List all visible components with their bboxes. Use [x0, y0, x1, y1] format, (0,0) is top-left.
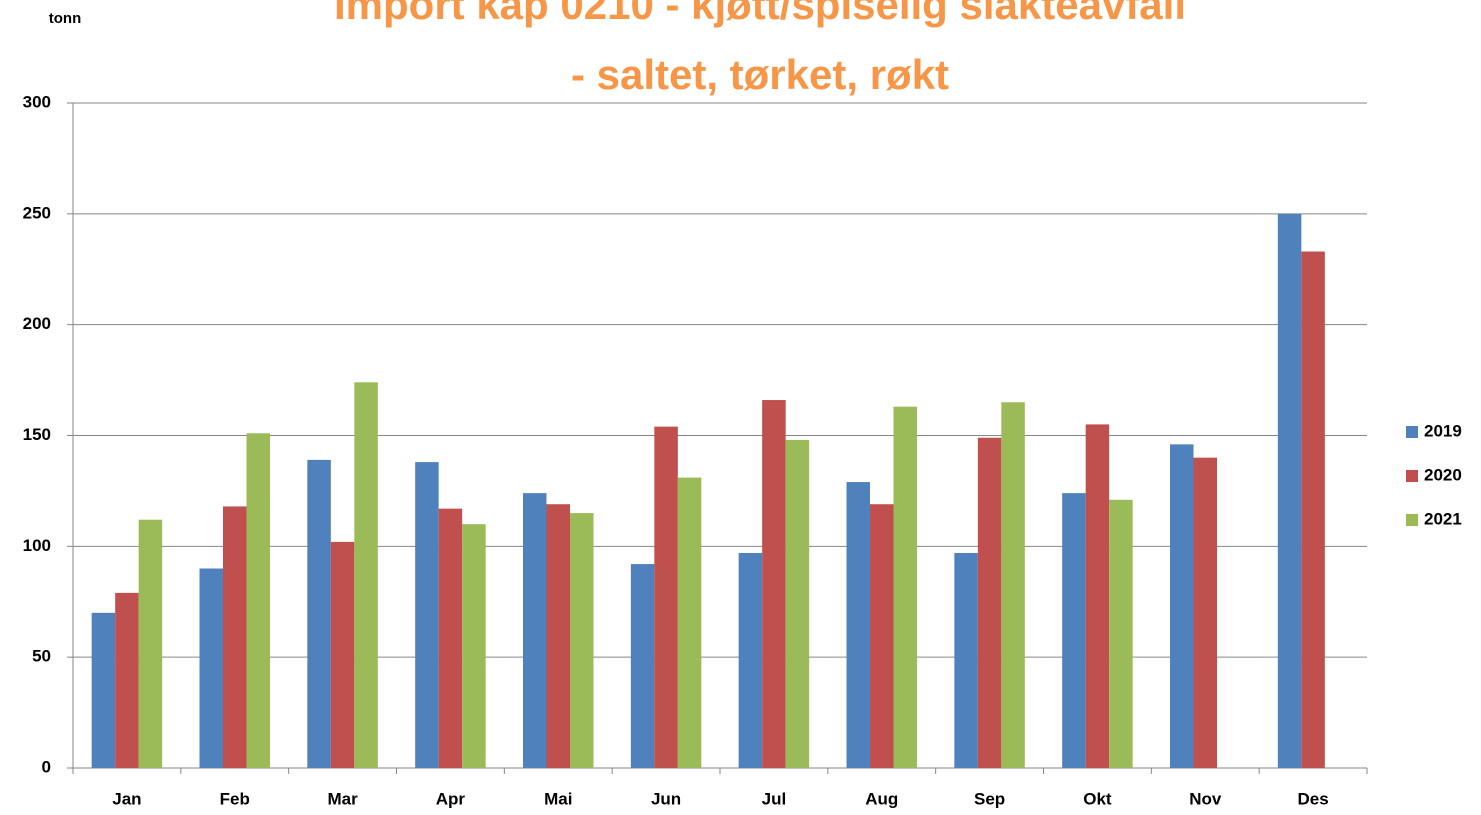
bar — [115, 592, 139, 768]
x-tick-label: Aug — [865, 789, 898, 808]
x-tick-label: Jul — [762, 789, 787, 808]
bar — [546, 504, 570, 768]
x-tick-label: Feb — [220, 789, 250, 808]
y-tick-label: 250 — [23, 203, 51, 222]
y-axis-label: tonn — [49, 10, 81, 27]
legend-swatch — [1406, 470, 1418, 482]
x-tick-label: Sep — [974, 789, 1005, 808]
bar — [1001, 402, 1025, 768]
bar — [223, 506, 247, 768]
legend-label: 2020 — [1424, 465, 1462, 484]
bar — [870, 504, 894, 768]
bar — [438, 508, 463, 768]
x-tick-label: Mai — [544, 789, 572, 808]
x-tick-label: Jan — [112, 789, 141, 808]
bar — [91, 612, 116, 768]
bar — [330, 541, 355, 768]
x-tick-label: Apr — [436, 789, 466, 808]
legend-label: 2021 — [1424, 509, 1462, 528]
legend-swatch — [1406, 514, 1418, 526]
bar — [954, 552, 978, 768]
bar — [523, 493, 547, 768]
x-tick-label: Okt — [1083, 789, 1112, 808]
bar — [785, 439, 810, 768]
bar — [570, 513, 594, 768]
x-tick-label: Des — [1297, 789, 1328, 808]
bar — [1277, 213, 1302, 769]
y-tick-label: 0 — [42, 757, 51, 776]
y-tick-label: 150 — [23, 425, 51, 444]
y-tick-label: 100 — [23, 536, 51, 555]
bar — [415, 462, 439, 768]
chart-title: Import kap 0210 - kjøtt/spiselig slaktea… — [334, 0, 1186, 28]
bar — [893, 406, 917, 768]
x-tick-label: Mar — [327, 789, 358, 808]
bar — [246, 433, 270, 768]
bar — [307, 459, 331, 768]
bar — [654, 426, 678, 768]
bar — [1193, 457, 1217, 768]
y-tick-label: 50 — [32, 647, 51, 666]
bar — [1170, 444, 1194, 768]
bar — [1301, 251, 1325, 768]
chart-title: - saltet, tørket, røkt — [571, 51, 949, 98]
bar — [1085, 424, 1110, 768]
legend-label: 2019 — [1424, 421, 1462, 440]
bar — [738, 552, 763, 768]
x-tick-label: Jun — [651, 789, 681, 808]
bar — [354, 382, 378, 768]
bar — [199, 568, 223, 768]
y-tick-label: 200 — [23, 314, 51, 333]
bar — [1062, 493, 1086, 768]
bar — [462, 524, 486, 768]
bar — [846, 482, 870, 768]
bar — [977, 437, 1002, 768]
bar — [630, 564, 655, 768]
bar — [677, 477, 702, 768]
bar — [1109, 499, 1133, 768]
legend-swatch — [1406, 426, 1418, 438]
x-tick-label: Nov — [1189, 789, 1222, 808]
y-tick-label: 300 — [23, 92, 51, 111]
bar — [762, 400, 786, 768]
bar — [138, 519, 163, 768]
